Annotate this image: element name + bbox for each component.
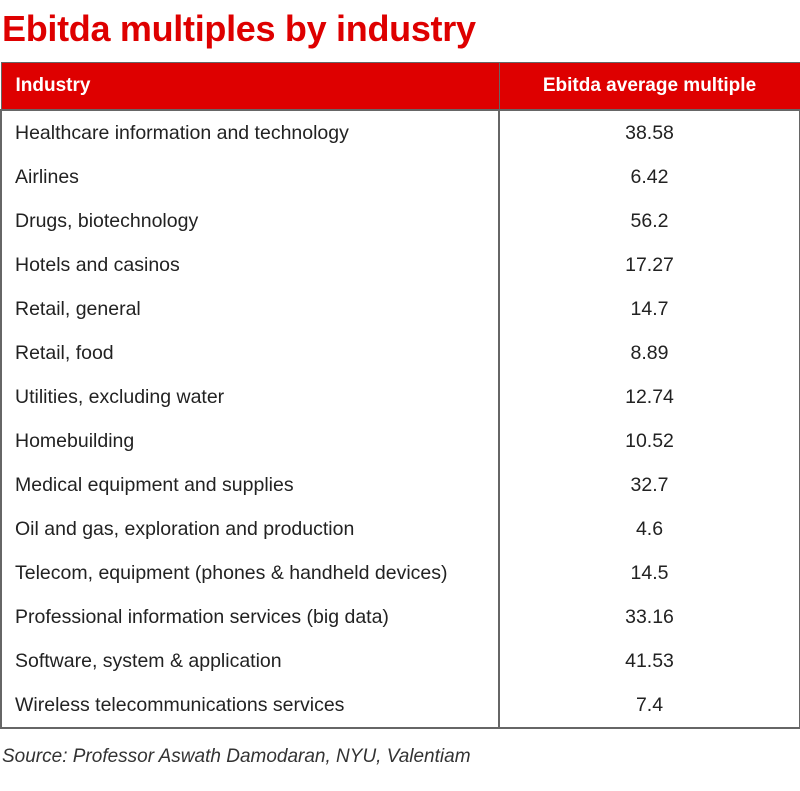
industry-cell: Healthcare information and technology: [0, 110, 500, 155]
column-header-industry: Industry: [0, 62, 500, 111]
multiple-value-cell: 10.52: [498, 419, 800, 463]
multiple-value-cell: 4.6: [498, 507, 800, 551]
table-row: Drugs, biotechnology 56.2: [0, 199, 800, 243]
multiple-value-cell: 12.74: [498, 375, 800, 419]
industry-cell: Telecom, equipment (phones & handheld de…: [0, 551, 500, 595]
multiple-value-cell: 14.7: [498, 287, 800, 331]
industry-cell: Homebuilding: [0, 419, 500, 463]
multiple-value-cell: 14.5: [498, 551, 800, 595]
table-row: Homebuilding 10.52: [0, 419, 800, 463]
industry-cell: Wireless telecommunications services: [0, 683, 500, 729]
industry-cell: Retail, general: [0, 287, 500, 331]
header-row: Industry Ebitda average multiple: [0, 62, 800, 111]
industry-cell: Airlines: [0, 155, 500, 199]
multiple-value-cell: 7.4: [498, 683, 800, 729]
table-row: Retail, food 8.89: [0, 331, 800, 375]
industry-cell: Professional information services (big d…: [0, 595, 500, 639]
table-row: Airlines 6.42: [0, 155, 800, 199]
multiples-table-container: Industry Ebitda average multiple Healthc…: [0, 62, 800, 729]
source-note: Source: Professor Aswath Damodaran, NYU,…: [2, 746, 471, 767]
column-header-multiple: Ebitda average multiple: [498, 62, 800, 111]
multiple-value-cell: 17.27: [498, 243, 800, 287]
chart-title: Ebitda multiples by industry: [2, 8, 476, 49]
table-row: Oil and gas, exploration and production 4…: [0, 507, 800, 551]
multiple-value-cell: 8.89: [498, 331, 800, 375]
multiples-table: Industry Ebitda average multiple Healthc…: [0, 62, 800, 729]
multiple-value-cell: 41.53: [498, 639, 800, 683]
multiple-value-cell: 56.2: [498, 199, 800, 243]
industry-cell: Hotels and casinos: [0, 243, 500, 287]
industry-cell: Oil and gas, exploration and production: [0, 507, 500, 551]
table-row: Professional information services (big d…: [0, 595, 800, 639]
table-row: Telecom, equipment (phones & handheld de…: [0, 551, 800, 595]
table-body: Healthcare information and technology 38.…: [0, 110, 800, 729]
table-row: Medical equipment and supplies 32.7: [0, 463, 800, 507]
table-row: Software, system & application 41.53: [0, 639, 800, 683]
multiple-value-cell: 38.58: [498, 110, 800, 155]
multiple-value-cell: 6.42: [498, 155, 800, 199]
table-row: Hotels and casinos 17.27: [0, 243, 800, 287]
table-header: Industry Ebitda average multiple: [0, 62, 800, 111]
industry-cell: Software, system & application: [0, 639, 500, 683]
industry-cell: Drugs, biotechnology: [0, 199, 500, 243]
industry-cell: Utilities, excluding water: [0, 375, 500, 419]
multiple-value-cell: 32.7: [498, 463, 800, 507]
table-row: Retail, general 14.7: [0, 287, 800, 331]
industry-cell: Retail, food: [0, 331, 500, 375]
multiple-value-cell: 33.16: [498, 595, 800, 639]
table-row: Wireless telecommunications services 7.4: [0, 683, 800, 729]
industry-cell: Medical equipment and supplies: [0, 463, 500, 507]
table-row: Healthcare information and technology 38.…: [0, 110, 800, 155]
table-row: Utilities, excluding water 12.74: [0, 375, 800, 419]
